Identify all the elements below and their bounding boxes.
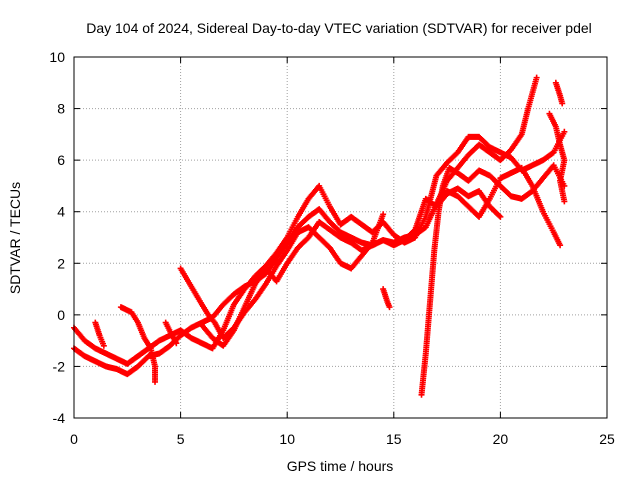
- y-tick-label: 2: [57, 255, 65, 271]
- data-point: [152, 378, 159, 385]
- series-track-i: [380, 286, 393, 311]
- y-tick-label: -4: [53, 410, 66, 426]
- data-point: [380, 211, 387, 218]
- data-point: [100, 342, 107, 349]
- series-track-k: [552, 79, 566, 107]
- axes-ticks: -4 -2 0 2 4 6 8 10 0 5 10 15 20 25: [49, 49, 615, 447]
- data-point: [386, 304, 393, 311]
- x-tick-label: 0: [70, 431, 78, 447]
- data-point: [173, 340, 180, 347]
- gridlines: [74, 57, 607, 418]
- data-point: [561, 198, 568, 205]
- series-track-j: [92, 319, 107, 349]
- y-axis-label: SDTVAR / TECUs: [7, 182, 23, 294]
- data-series: [71, 74, 568, 398]
- series-track-h: [546, 110, 568, 205]
- y-tick-label: 4: [57, 204, 65, 220]
- data-point: [557, 242, 564, 249]
- data-point: [496, 212, 503, 219]
- plot-frame: [73, 56, 608, 419]
- data-point: [533, 74, 540, 81]
- y-tick-label: 0: [57, 307, 65, 323]
- x-axis-label: GPS time / hours: [287, 458, 394, 474]
- data-point: [561, 128, 568, 135]
- data-point: [497, 213, 504, 220]
- x-tick-label: 20: [493, 431, 509, 447]
- y-tick-label: 6: [57, 152, 65, 168]
- y-tick-label: 10: [49, 49, 65, 65]
- chart-title: Day 104 of 2024, Sidereal Day-to-day VTE…: [86, 20, 592, 36]
- y-tick-label: -2: [53, 358, 66, 374]
- series-track-c: [117, 304, 159, 385]
- x-tick-label: 10: [279, 431, 295, 447]
- series-track-g: [433, 164, 564, 249]
- x-tick-label: 15: [386, 431, 402, 447]
- data-point: [559, 100, 566, 107]
- data-point: [561, 182, 568, 189]
- x-tick-label: 25: [599, 431, 615, 447]
- x-tick-label: 5: [177, 431, 185, 447]
- series-track-e: [198, 185, 504, 349]
- series-track-f: [418, 162, 568, 398]
- y-tick-label: 8: [57, 101, 65, 117]
- series-track-l: [162, 319, 180, 347]
